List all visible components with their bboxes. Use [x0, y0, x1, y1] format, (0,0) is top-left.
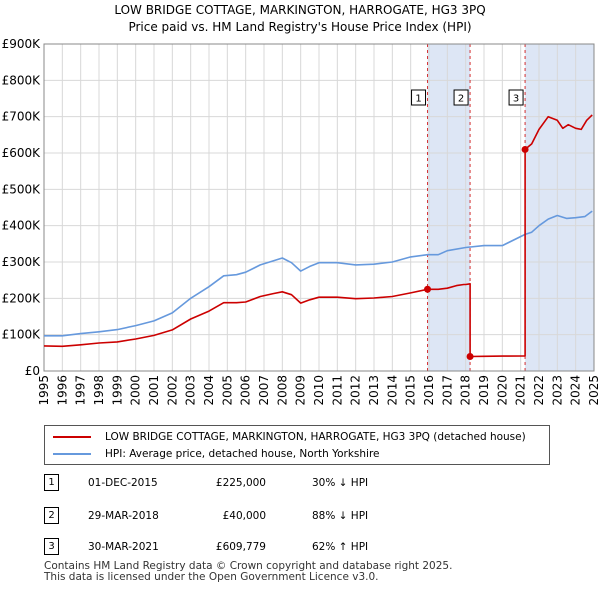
transaction-date: 01-DEC-2015 [88, 477, 158, 489]
x-tick-label: 1995 [37, 375, 51, 406]
legend-label-hpi: HPI: Average price, detached house, Nort… [105, 448, 380, 460]
transaction-badge: 1 [44, 474, 59, 491]
transaction-price: £609,779 [215, 541, 266, 553]
x-tick-label: 2022 [532, 375, 546, 406]
y-tick-label: £500K [2, 182, 42, 196]
transaction-date: 30-MAR-2021 [88, 541, 159, 553]
x-tick-label: 2001 [147, 375, 161, 406]
y-tick-label: £800K [2, 73, 42, 87]
sale-point [424, 285, 432, 293]
x-tick-label: 2021 [514, 375, 528, 406]
x-tick-label: 2004 [202, 375, 216, 406]
transaction-badge: 2 [44, 507, 59, 524]
transaction-hpi: 88% ↓ HPI [312, 510, 369, 522]
transaction-hpi: 30% ↓ HPI [312, 477, 369, 489]
sale-label-box [508, 89, 524, 106]
transaction-badge: 3 [44, 538, 59, 555]
x-tick-label: 1999 [110, 375, 124, 406]
sale-label-number: 3 [513, 94, 519, 105]
legend-swatch-hpi [53, 453, 91, 455]
transaction-price: £40,000 [222, 510, 266, 522]
x-tick-label: 1998 [92, 375, 106, 406]
y-tick-label: £0 [25, 364, 40, 378]
sale-point [521, 145, 529, 153]
x-tick-label: 1997 [74, 375, 88, 406]
transaction-date: 29-MAR-2018 [88, 510, 159, 522]
y-tick-label: £900K [2, 37, 42, 51]
y-tick-label: £200K [2, 291, 42, 305]
x-tick-label: 2015 [404, 375, 418, 406]
legend: LOW BRIDGE COTTAGE, MARKINGTON, HARROGAT… [44, 425, 550, 465]
x-tick-label: 2016 [422, 375, 436, 406]
footer-copyright: Contains HM Land Registry data © Crown c… [44, 560, 453, 572]
x-tick-label: 2010 [312, 375, 326, 406]
x-tick-label: 2002 [165, 375, 179, 406]
y-tick-label: £300K [2, 255, 42, 269]
legend-item-hpi: HPI: Average price, detached house, Nort… [53, 446, 380, 462]
sale-label-box [411, 89, 427, 106]
hpi-line [44, 210, 593, 337]
transaction-hpi: 62% ↑ HPI [312, 541, 369, 553]
x-tick-label: 2025 [587, 375, 600, 406]
x-tick-label: 2023 [550, 375, 564, 406]
x-tick-label: 2017 [440, 375, 454, 406]
x-tick-label: 2013 [367, 375, 381, 406]
plot-frame [43, 43, 595, 372]
y-tick-label: £100K [2, 328, 42, 342]
x-tick-label: 2005 [220, 375, 234, 406]
chart-title: LOW BRIDGE COTTAGE, MARKINGTON, HARROGAT… [0, 2, 600, 36]
x-tick-label: 2007 [257, 375, 271, 406]
y-tick-label: £600K [2, 146, 42, 160]
x-tick-label: 2014 [385, 375, 399, 406]
sale-label-number: 1 [415, 94, 421, 105]
price-chart: £0 £100K £200K £300K £400K £500K £600K £700K £80… [2, 37, 600, 406]
x-tick-label: 2018 [459, 375, 473, 406]
legend-swatch-property [53, 436, 91, 438]
sale-point [466, 352, 474, 360]
x-tick-label: 2024 [569, 375, 583, 406]
legend-item-property: LOW BRIDGE COTTAGE, MARKINGTON, HARROGAT… [53, 429, 526, 445]
legend-label-property: LOW BRIDGE COTTAGE, MARKINGTON, HARROGAT… [105, 431, 526, 443]
property-price-line [43, 114, 593, 358]
x-tick-label: 1996 [55, 375, 69, 406]
sale-label-number: 2 [458, 94, 464, 105]
x-tick-label: 2012 [349, 375, 363, 406]
table-row: 2 29-MAR-2018 £40,000 88% ↓ HPI [44, 507, 584, 527]
x-tick-label: 2009 [294, 375, 308, 406]
x-tick-label: 2006 [239, 375, 253, 406]
y-tick-label: £400K [2, 219, 42, 233]
x-tick-label: 2019 [477, 375, 491, 406]
title-line-1: LOW BRIDGE COTTAGE, MARKINGTON, HARROGAT… [114, 3, 486, 17]
x-tick-label: 2008 [275, 375, 289, 406]
x-tick-label: 2020 [495, 375, 509, 406]
footer-licence: This data is licensed under the Open Gov… [44, 571, 379, 583]
footer: Contains HM Land Registry data © Crown c… [44, 561, 452, 583]
table-row: 1 01-DEC-2015 £225,000 30% ↓ HPI [44, 474, 584, 494]
sale-period-band [525, 44, 594, 371]
title-line-2: Price paid vs. HM Land Registry's House … [128, 20, 472, 34]
x-tick-label: 2011 [330, 375, 344, 406]
y-tick-label: £700K [2, 110, 42, 124]
table-row: 3 30-MAR-2021 £609,779 62% ↑ HPI [44, 538, 584, 558]
x-tick-label: 2003 [184, 375, 198, 406]
sale-label-box [453, 89, 469, 106]
x-tick-label: 2000 [129, 375, 143, 406]
transaction-price: £225,000 [215, 477, 266, 489]
